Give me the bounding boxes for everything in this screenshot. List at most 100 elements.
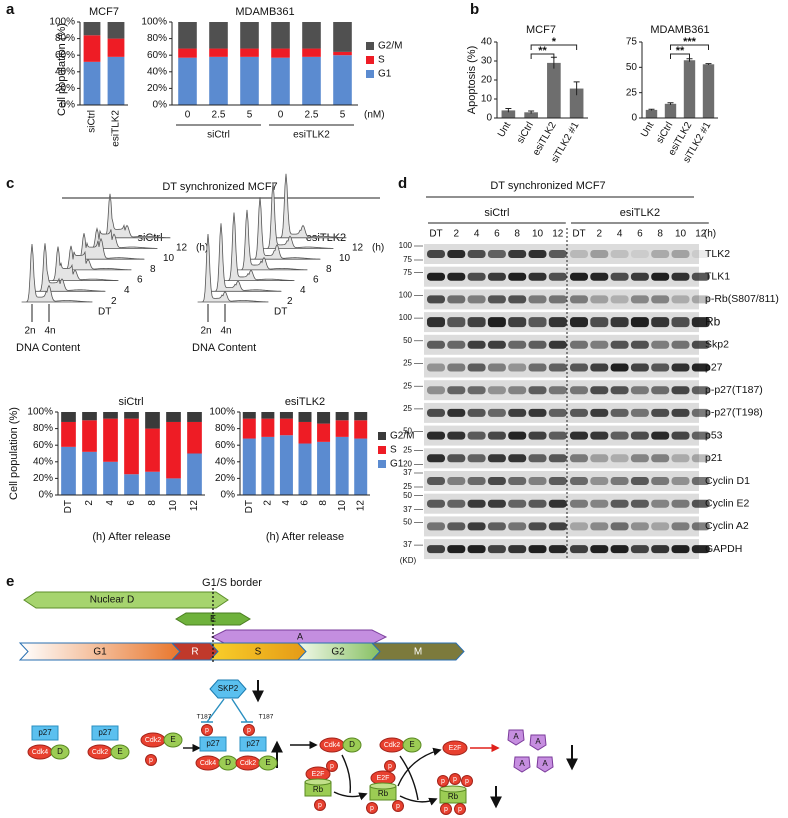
node-shape	[442, 740, 468, 756]
bar-segment	[124, 418, 139, 475]
blot-band	[447, 295, 466, 304]
cycle-label: R	[191, 647, 198, 658]
blot-band	[447, 477, 466, 485]
bar-segment	[240, 56, 259, 105]
y-tick-label: 50	[626, 62, 638, 73]
node-shape	[31, 725, 59, 741]
bar-segment	[107, 22, 125, 39]
phase-label: E	[210, 613, 216, 623]
time-label: DT	[274, 307, 287, 318]
node-label: Cdk2	[384, 742, 400, 749]
dna-axis	[31, 304, 50, 322]
phase-bar	[23, 591, 229, 609]
x-tick-label: siCtrl	[87, 110, 98, 133]
blot-band	[671, 363, 690, 372]
blot-band	[467, 340, 486, 349]
blot-band	[610, 386, 629, 395]
blot-band	[508, 499, 527, 508]
blot-band	[590, 499, 609, 508]
node-shape	[507, 729, 525, 746]
bar-segment	[261, 412, 275, 419]
x-tick-label: 10	[168, 500, 179, 512]
blot-band	[570, 545, 588, 554]
x-tick-label: DT	[244, 500, 255, 513]
unit-label: (KD)	[400, 556, 417, 565]
blot-band	[691, 522, 710, 531]
bar-segment	[61, 446, 76, 495]
node-label: p	[458, 806, 462, 813]
blot-band	[691, 431, 710, 440]
bar-segment	[317, 412, 331, 424]
x-tick-label: 8	[318, 500, 329, 506]
blot-band	[427, 477, 445, 485]
blot-band	[570, 522, 588, 531]
y-tick-label: 40%	[33, 456, 53, 467]
node-label: E	[409, 740, 414, 749]
mw-marker: 50	[403, 336, 412, 345]
blot-band	[528, 477, 547, 485]
mw-marker: 50	[403, 427, 412, 436]
y-tick-label: 40%	[215, 456, 235, 467]
arrow	[399, 755, 419, 801]
legend-swatch	[378, 432, 386, 440]
bar-segment	[279, 435, 293, 495]
dna-axis	[207, 304, 226, 322]
y-tick-label: 0%	[221, 490, 236, 501]
blot-band	[427, 317, 445, 328]
blot-band	[508, 295, 527, 304]
y-tick-label: 80%	[215, 423, 235, 434]
bar-segment	[333, 51, 352, 56]
lane-label: 6	[494, 229, 500, 240]
y-tick-label: 100%	[27, 407, 53, 418]
blot-band	[528, 250, 547, 258]
time-unit: (h)	[372, 242, 384, 253]
legend-swatch	[366, 42, 374, 50]
blot-band	[487, 250, 506, 258]
node-shape	[145, 754, 157, 766]
node-shape	[439, 785, 467, 793]
bar-segment	[302, 56, 321, 105]
node-label: Rb	[313, 785, 324, 794]
y-tick-label: 75	[626, 37, 638, 48]
bar	[645, 109, 658, 118]
blot-band	[671, 386, 690, 395]
node-shape	[529, 734, 547, 751]
node-label: A	[519, 759, 525, 768]
y-tick-label: 25	[626, 87, 638, 98]
blot-band	[487, 408, 506, 417]
cycle-label: G2	[331, 647, 345, 658]
dna-mark: 2n	[200, 326, 211, 337]
node-shape	[326, 760, 338, 772]
blot-band	[508, 340, 527, 349]
time-label: 12	[176, 242, 188, 253]
bar-segment	[83, 22, 101, 36]
mw-marker: 100	[399, 291, 413, 300]
dna-mark: 4n	[220, 326, 231, 337]
dna-histogram	[211, 223, 282, 292]
mw-marker: 75	[403, 255, 412, 264]
y-tick-label: 40%	[55, 66, 75, 77]
blot-band	[651, 272, 670, 281]
lane-label: 12	[552, 229, 564, 240]
blot-band	[671, 431, 690, 440]
node-shape	[366, 802, 378, 814]
blot-band	[548, 477, 567, 485]
node-label: p	[330, 763, 334, 770]
node-shape	[513, 756, 531, 773]
blot-band	[630, 272, 649, 281]
significance-label: **	[676, 45, 685, 57]
bar-segment	[166, 421, 181, 479]
chart-title: MDAMB361	[650, 24, 709, 36]
blot-band	[467, 363, 486, 372]
error-bar	[573, 81, 580, 96]
node-label: p	[247, 727, 251, 734]
blot-band	[610, 340, 629, 349]
blot-band	[691, 363, 710, 372]
node-shape	[402, 737, 422, 753]
node-shape	[239, 736, 267, 752]
node-label: T187	[197, 714, 212, 721]
blot-band	[508, 250, 527, 258]
group-label: siCtrl	[484, 207, 509, 219]
chart-title: MDAMB361	[235, 6, 294, 18]
bar-segment	[354, 412, 368, 421]
